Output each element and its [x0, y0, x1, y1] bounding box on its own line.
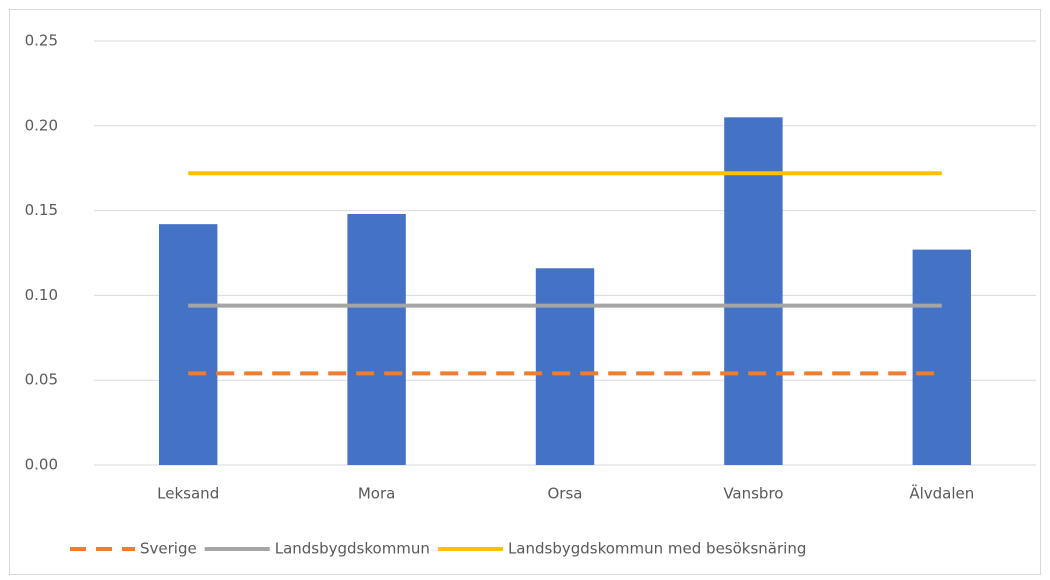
bar	[158, 224, 218, 465]
bar	[912, 249, 972, 465]
bar	[347, 213, 406, 465]
y-tick-label: 0.25	[25, 32, 58, 50]
x-tick-label: Mora	[358, 485, 395, 503]
y-tick-label: 0.05	[25, 371, 58, 389]
bar	[535, 268, 595, 465]
x-tick-label: Orsa	[548, 485, 583, 503]
x-tick-label: Leksand	[157, 485, 219, 503]
x-tick-label: Vansbro	[723, 485, 783, 503]
y-tick-label: 0.20	[25, 116, 58, 134]
legend-label: Sverige	[140, 540, 197, 558]
bar	[724, 117, 783, 465]
legend-label: Landsbygdskommun med besöksnäring	[508, 540, 806, 558]
y-tick-label: 0.00	[25, 456, 58, 474]
legend-label: Landsbygdskommun	[275, 540, 430, 558]
y-tick-label: 0.15	[25, 201, 58, 219]
x-tick-label: Älvdalen	[909, 484, 974, 503]
y-tick-label: 0.10	[25, 286, 58, 304]
